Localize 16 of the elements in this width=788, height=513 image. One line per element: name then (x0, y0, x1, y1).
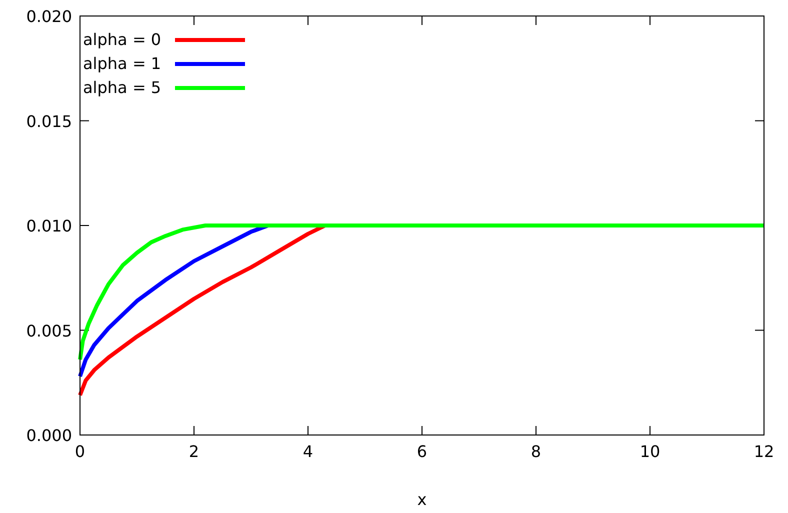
x-axis-title: x (417, 490, 427, 509)
y-tick-label: 0.015 (26, 112, 72, 131)
x-tick-label: 8 (530, 442, 542, 461)
x-tick-label: 0 (74, 442, 86, 461)
x-tick-label: 10 (640, 442, 660, 461)
legend-label: alpha = 0 (83, 30, 162, 49)
x-tick-label: 4 (302, 442, 314, 461)
x-tick-label: 12 (754, 442, 774, 461)
legend-label: alpha = 1 (83, 54, 162, 73)
y-tick-label: 0.010 (26, 216, 72, 236)
legend-label: alpha = 5 (83, 78, 162, 97)
x-tick-label: 6 (416, 442, 428, 461)
x-tick-label: 2 (188, 442, 200, 461)
y-tick-label: 0.000 (26, 426, 72, 445)
y-tick-label: 0.005 (26, 321, 72, 340)
y-tick-label: 0.020 (26, 7, 72, 26)
